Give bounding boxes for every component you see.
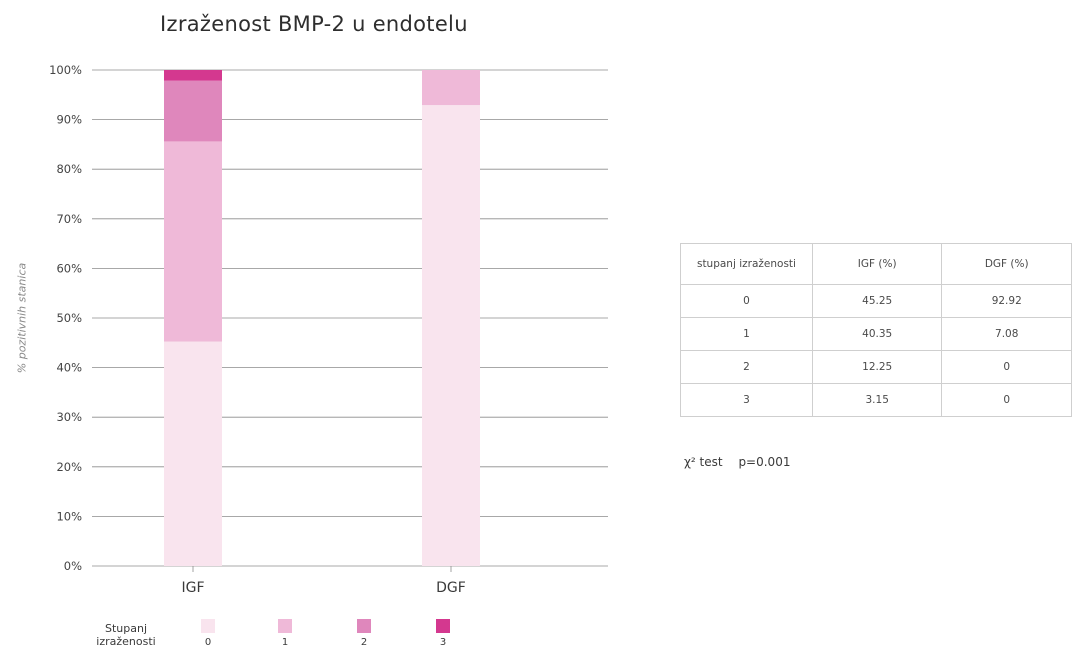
- legend-label-2: 2: [360, 637, 368, 648]
- legend-item-3: 3: [433, 619, 453, 648]
- table-cell: 7.08: [941, 317, 1072, 351]
- p-value: p=0.001: [738, 455, 791, 469]
- y-tick-label: 20%: [56, 460, 82, 474]
- bar-dgf-grade-0: [422, 105, 480, 567]
- table-cell: 1: [680, 317, 813, 351]
- legend-title: Stupanj izraženosti: [96, 622, 156, 648]
- chi-square-result: χ² test p=0.001: [684, 455, 790, 469]
- x-tick-label: IGF: [181, 580, 204, 596]
- bar-igf-grade-2: [164, 80, 222, 142]
- table-cell: 45.25: [811, 284, 943, 318]
- legend-label-1: 1: [281, 637, 289, 648]
- x-tick-label: DGF: [436, 580, 466, 596]
- legend-item-1: 1: [275, 619, 295, 648]
- legend-swatch-3: [436, 619, 450, 633]
- table-row: 0 45.25 92.92: [680, 284, 1072, 318]
- bar-igf-grade-1: [164, 141, 222, 342]
- chart-title: Izraženost BMP-2 u endotelu: [160, 12, 468, 36]
- table-header-dgf: DGF (%): [941, 243, 1072, 285]
- table-cell: 3.15: [811, 383, 943, 417]
- y-tick-label: 100%: [49, 63, 82, 77]
- legend-swatch-0: [201, 619, 215, 633]
- bar-igf-grade-0: [164, 341, 222, 566]
- legend-swatch-1: [278, 619, 292, 633]
- y-tick-label: 70%: [56, 212, 82, 226]
- data-table: stupanj izraženosti IGF (%) DGF (%) 0 45…: [680, 243, 1072, 417]
- bar-dgf-grade-1: [422, 70, 480, 106]
- table-row: 1 40.35 7.08: [680, 317, 1072, 351]
- legend-swatch-2: [357, 619, 371, 633]
- stacked-bar-chart: 0% 10% 20% 30% 40% 50% 60% 70% 80% 90% 100% IGF DGF: [49, 63, 608, 596]
- table-header-grade: stupanj izraženosti: [680, 243, 813, 285]
- y-tick-label: 60%: [56, 261, 82, 275]
- legend-label-0: 0: [204, 637, 212, 648]
- table-cell: 0: [941, 383, 1072, 417]
- table-header-row: stupanj izraženosti IGF (%) DGF (%): [680, 243, 1072, 285]
- table-cell: 3: [680, 383, 813, 417]
- table-cell: 0: [680, 284, 813, 318]
- legend-item-2: 2: [354, 619, 374, 648]
- table-cell: 2: [680, 350, 813, 384]
- y-tick-label: 90%: [56, 113, 82, 127]
- table-cell: 12.25: [811, 350, 943, 384]
- table-cell: 92.92: [941, 284, 1072, 318]
- y-tick-label: 0%: [64, 559, 82, 573]
- table-cell: 40.35: [811, 317, 943, 351]
- table-row: 3 3.15 0: [680, 383, 1072, 417]
- table-cell: 0: [941, 350, 1072, 384]
- table-row: 2 12.25 0: [680, 350, 1072, 384]
- y-tick-label: 50%: [56, 311, 82, 325]
- legend-item-0: 0: [198, 619, 218, 648]
- y-tick-label: 30%: [56, 410, 82, 424]
- bar-igf-grade-3: [164, 70, 222, 81]
- legend-label-3: 3: [439, 637, 447, 648]
- chi-square-label: χ² test: [684, 455, 723, 469]
- y-tick-label: 40%: [56, 361, 82, 375]
- y-tick-label: 80%: [56, 162, 82, 176]
- y-tick-label: 10%: [56, 509, 82, 523]
- table-header-igf: IGF (%): [811, 243, 943, 285]
